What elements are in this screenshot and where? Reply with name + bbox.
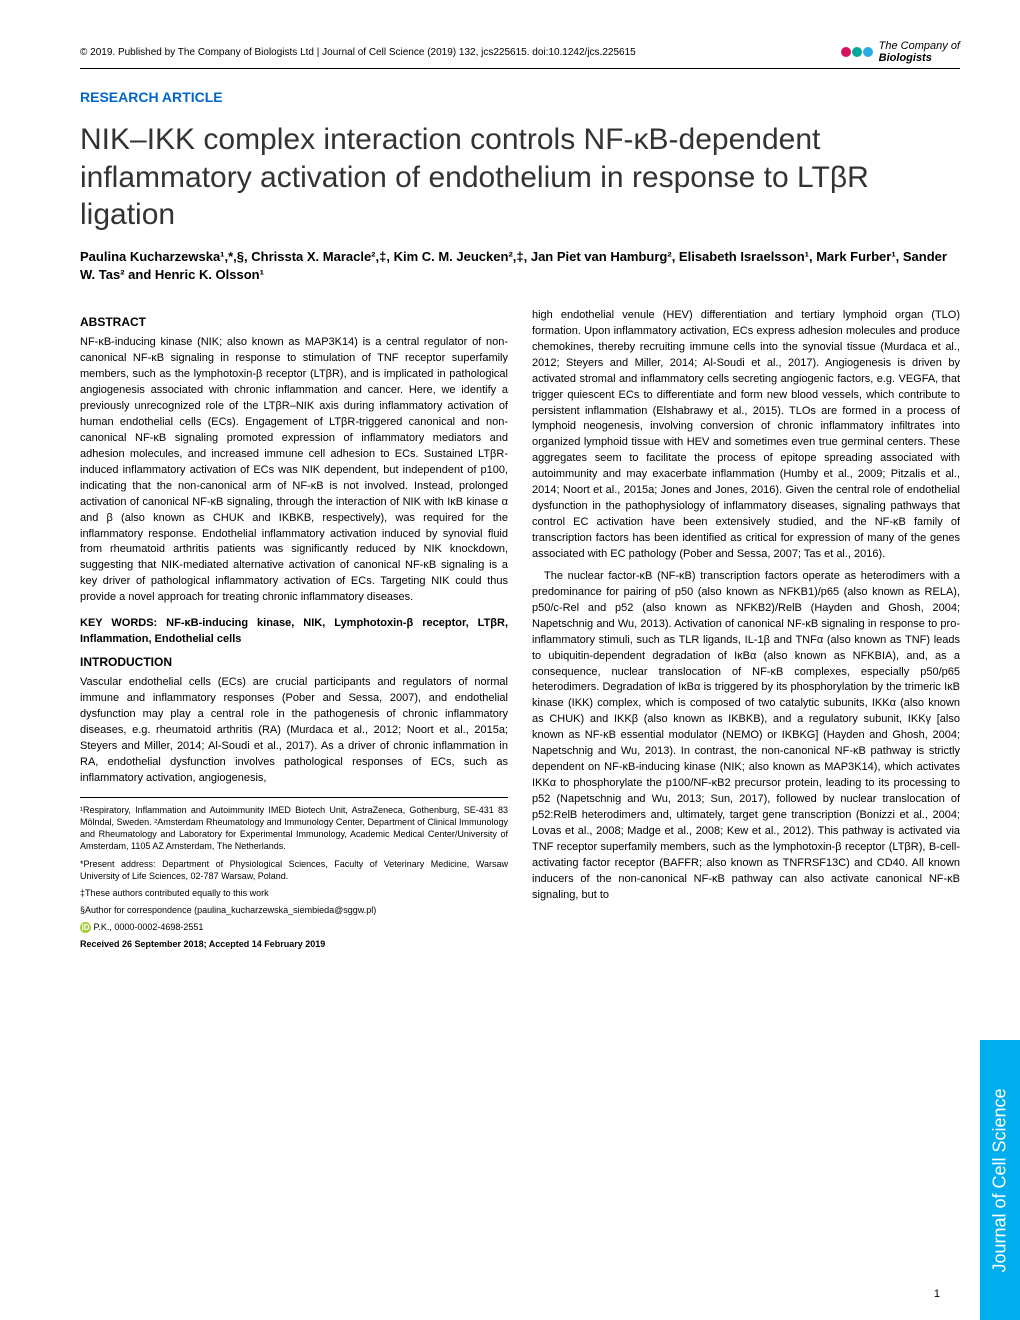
page-number: 1 <box>934 1288 940 1300</box>
left-column: ABSTRACT NF-κB-inducing kinase (NIK; als… <box>80 308 508 956</box>
orcid-icon: iD <box>80 922 91 933</box>
right-column: high endothelial venule (HEV) differenti… <box>532 308 960 956</box>
journal-side-tab: Journal of Cell Science <box>980 1040 1020 1320</box>
intro-right-p2: The nuclear factor-κB (NF-κB) transcript… <box>532 569 960 904</box>
affil-line-2: *Present address: Department of Physiolo… <box>80 858 508 882</box>
abstract-heading: ABSTRACT <box>80 314 508 331</box>
affil-line-1: ¹Respiratory, Inflammation and Autoimmun… <box>80 804 508 853</box>
article-title: NIK–IKK complex interaction controls NF-… <box>80 121 960 234</box>
affiliations-block: ¹Respiratory, Inflammation and Autoimmun… <box>80 797 508 950</box>
authors-list: Paulina Kucharzewska¹,*,§, Chrissta X. M… <box>80 248 960 284</box>
logo-text-2: Biologists <box>879 52 960 64</box>
logo-circle-2 <box>852 47 862 57</box>
side-tab-text: Journal of Cell Science <box>990 1088 1011 1272</box>
logo-circle-3 <box>863 47 873 57</box>
publisher-logo: The Company of Biologists <box>841 40 960 64</box>
logo-text-1: The Company of <box>879 40 960 52</box>
received-line: Received 26 September 2018; Accepted 14 … <box>80 938 508 950</box>
keywords: KEY WORDS: NF-κB-inducing kinase, NIK, L… <box>80 616 508 648</box>
affil-line-3: ‡These authors contributed equally to th… <box>80 887 508 899</box>
affil-line-4: §Author for correspondence (paulina_kuch… <box>80 904 508 916</box>
logo-circle-1 <box>841 47 851 57</box>
copyright-text: © 2019. Published by The Company of Biol… <box>80 47 636 58</box>
header-bar: © 2019. Published by The Company of Biol… <box>80 40 960 69</box>
intro-right-p1: high endothelial venule (HEV) differenti… <box>532 308 960 563</box>
section-label: RESEARCH ARTICLE <box>80 89 960 105</box>
intro-left-text: Vascular endothelial cells (ECs) are cru… <box>80 675 508 787</box>
orcid-line: iD P.K., 0000-0002-4698-2551 <box>80 921 508 933</box>
abstract-text: NF-κB-inducing kinase (NIK; also known a… <box>80 335 508 606</box>
introduction-heading: INTRODUCTION <box>80 654 508 671</box>
